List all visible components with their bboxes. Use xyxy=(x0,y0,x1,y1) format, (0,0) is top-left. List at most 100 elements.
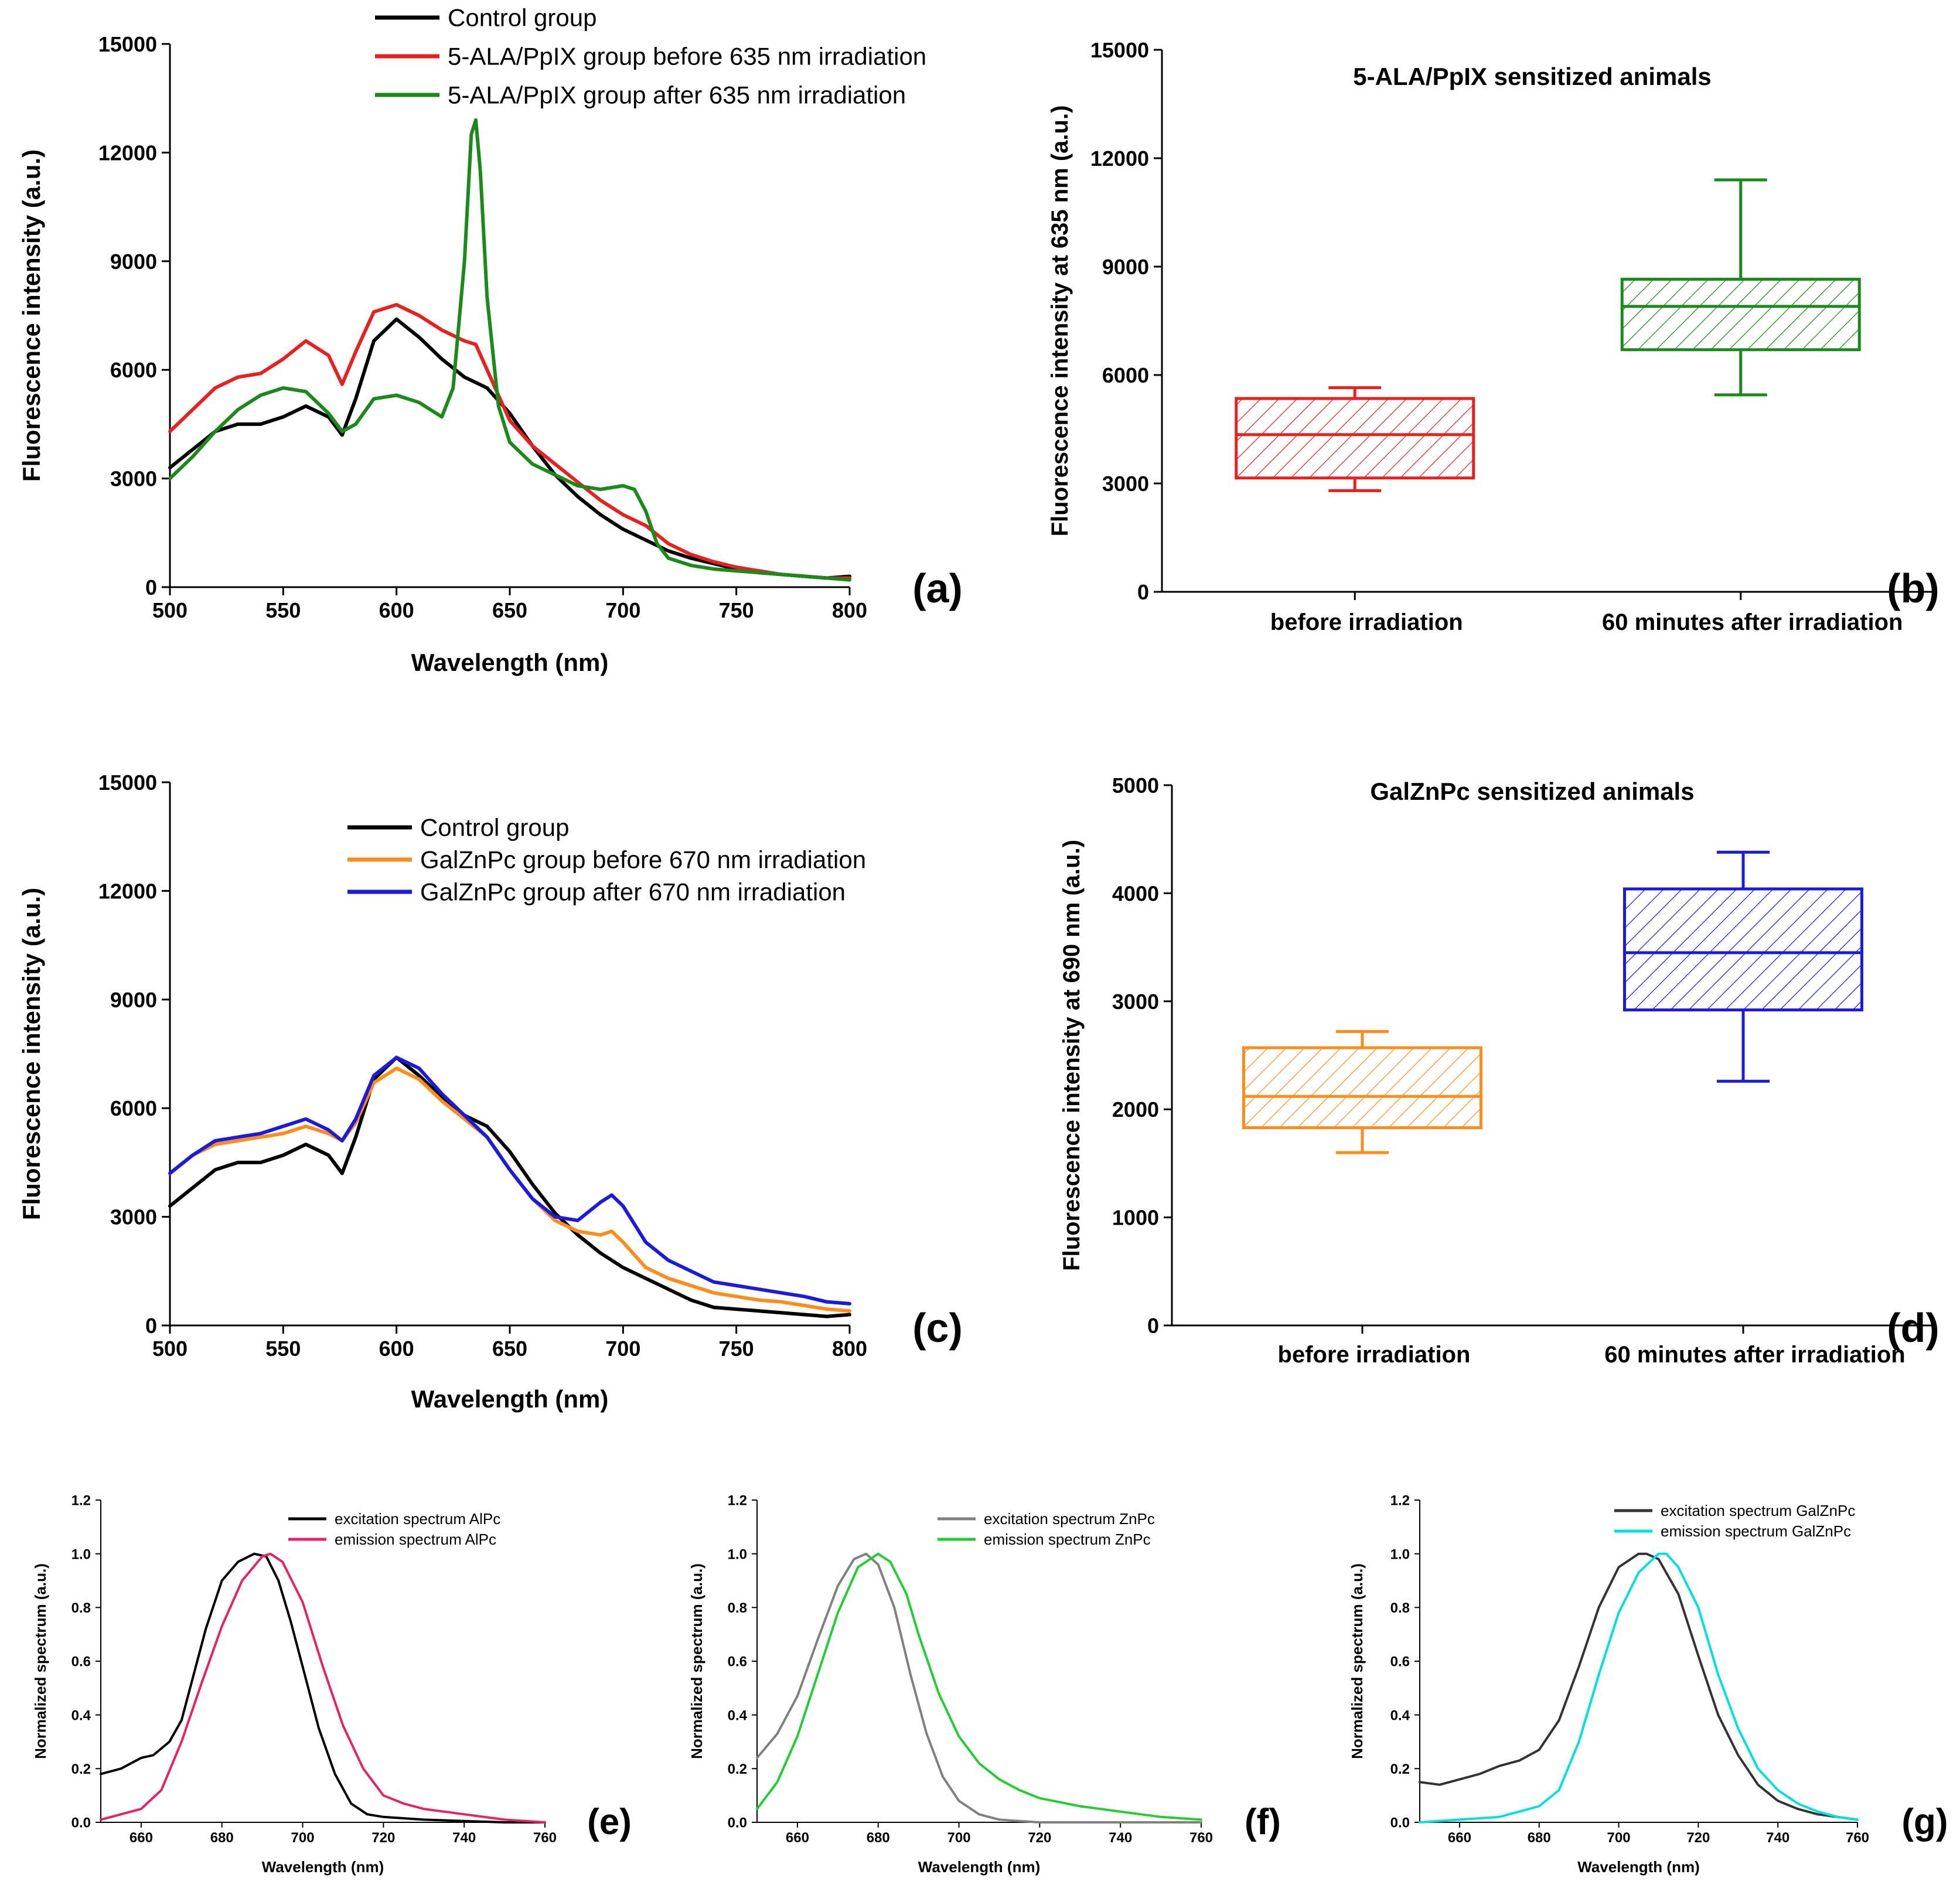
x-axis-label: Wavelength (nm) xyxy=(262,1858,384,1876)
x-tick-label: 600 xyxy=(379,598,414,622)
legend-entry: excitation spectrum ZnPc xyxy=(984,1510,1155,1528)
y-tick-label: 0.8 xyxy=(1390,1600,1410,1616)
y-tick-label: 0.0 xyxy=(1390,1815,1410,1831)
y-axis-label: Normalized spectrum (a.u.) xyxy=(32,1563,49,1759)
series-line-1 xyxy=(100,1552,546,1824)
y-tick-label: 1.2 xyxy=(71,1493,91,1509)
panel-label: (e) xyxy=(587,1802,632,1842)
legend-entry: Control group xyxy=(448,4,596,32)
legend-entry: 5-ALA/PpIX group after 635 nm irradiatio… xyxy=(448,81,906,109)
x-tick-label: 550 xyxy=(265,598,301,622)
x-tick-label: 740 xyxy=(1766,1830,1789,1846)
y-tick-label: 2000 xyxy=(1112,1098,1159,1122)
legend-entry: emission spectrum ZnPc xyxy=(984,1531,1151,1548)
y-tick-label: 0.2 xyxy=(728,1761,747,1777)
panel-b: 0 3000 6000 9000 12000 15000 Fluorescence inte… xyxy=(1047,38,1939,635)
y-tick-label: 12000 xyxy=(98,141,157,165)
y-tick-label: 1000 xyxy=(1112,1206,1159,1230)
y-tick-label: 0.4 xyxy=(71,1707,91,1723)
series-line-0 xyxy=(756,1552,1202,1824)
x-tick-label: 700 xyxy=(291,1830,315,1846)
y-tick-label: 9000 xyxy=(110,250,157,274)
y-tick-label: 0.6 xyxy=(71,1654,91,1670)
panel-d: 0 1000 2000 3000 4000 5000 Fluorescence intens… xyxy=(1059,773,1939,1368)
y-tick-label: 0.6 xyxy=(1390,1654,1410,1670)
legend-entry: GalZnPc group after 670 nm irradiation xyxy=(420,878,846,906)
series-line-2 xyxy=(168,118,851,582)
panel-a: 0 3000 6000 9000 12000 15000 Fluorescence inte… xyxy=(18,4,963,676)
series-line-0 xyxy=(100,1552,546,1824)
x-tick-label: 650 xyxy=(492,1337,527,1361)
x-tick-label: 700 xyxy=(605,598,640,622)
y-tick-label: 0.2 xyxy=(71,1761,91,1777)
box-iqr-0 xyxy=(1242,1046,1482,1130)
legend-entry: 5-ALA/PpIX group before 635 nm irradiati… xyxy=(448,43,926,70)
y-axis-label: Normalized spectrum (a.u.) xyxy=(1348,1563,1366,1759)
series-line-0 xyxy=(168,317,851,580)
box-iqr-0 xyxy=(1235,397,1475,480)
y-axis-label: Fluorescence intensity (a.u.) xyxy=(18,149,45,482)
y-tick-label: 12000 xyxy=(1090,146,1149,171)
panel-g: 0.0 0.2 0.4 0.6 0.8 1.0 1.2 Normalized spectrum… xyxy=(1348,1493,1948,1876)
panel-label: (c) xyxy=(912,1305,963,1351)
series-line-0 xyxy=(1419,1552,1859,1821)
x-tick-label: 720 xyxy=(371,1830,395,1846)
y-tick-label: 0 xyxy=(1137,580,1149,604)
x-tick-label: 500 xyxy=(152,1337,188,1361)
y-tick-label: 0.6 xyxy=(728,1654,747,1670)
panel-c: 0 3000 6000 9000 12000 15000 Fluorescence inte… xyxy=(18,771,963,1413)
chart-title: 5-ALA/PpIX sensitized animals xyxy=(1353,63,1712,90)
series-line-1 xyxy=(168,1066,851,1313)
y-tick-label: 6000 xyxy=(110,1096,157,1120)
x-tick-label: 700 xyxy=(947,1830,971,1846)
box-iqr-1 xyxy=(1620,278,1861,352)
y-tick-label: 4000 xyxy=(1112,881,1159,905)
x-tick-label: 500 xyxy=(152,598,188,622)
legend-entry: excitation spectrum GalZnPc xyxy=(1661,1502,1855,1519)
y-tick-label: 0 xyxy=(145,575,157,599)
x-tick-label: 680 xyxy=(1528,1830,1551,1846)
legend-entry: GalZnPc group before 670 nm irradiation xyxy=(420,846,866,874)
y-tick-label: 3000 xyxy=(110,467,157,491)
y-tick-label: 1.0 xyxy=(728,1546,747,1562)
series-line-1 xyxy=(756,1552,1202,1821)
y-axis-label: Fluorescence intensity at 690 nm (a.u.) xyxy=(1059,840,1085,1271)
x-tick-label: 760 xyxy=(1846,1830,1869,1846)
x-tick-label: 660 xyxy=(1448,1830,1471,1846)
series-line-0 xyxy=(168,1055,851,1318)
y-tick-label: 3000 xyxy=(110,1205,157,1229)
y-tick-label: 3000 xyxy=(1112,990,1159,1014)
y-tick-label: 0 xyxy=(145,1314,157,1338)
x-tick-label: 720 xyxy=(1686,1830,1710,1846)
y-tick-label: 3000 xyxy=(1102,472,1149,496)
x-tick-label: 720 xyxy=(1028,1830,1051,1846)
y-tick-label: 0.4 xyxy=(728,1707,748,1723)
y-tick-label: 0.8 xyxy=(728,1600,747,1616)
series-line-1 xyxy=(1419,1552,1859,1824)
y-tick-label: 1.2 xyxy=(728,1493,747,1509)
y-tick-label: 6000 xyxy=(1102,363,1149,387)
x-tick-label: 740 xyxy=(1109,1830,1132,1846)
x-tick-label: 800 xyxy=(832,1337,867,1361)
x-tick-label: 760 xyxy=(533,1830,557,1846)
y-tick-label: 6000 xyxy=(110,358,157,382)
legend-entry: emission spectrum AlPc xyxy=(335,1531,496,1548)
y-tick-label: 0.4 xyxy=(1390,1707,1410,1723)
category-label: before irradiation xyxy=(1278,1342,1471,1368)
y-tick-label: 0.0 xyxy=(728,1815,747,1831)
legend-entry: Control group xyxy=(420,814,569,841)
y-tick-label: 1.0 xyxy=(71,1546,91,1562)
y-tick-label: 0.0 xyxy=(71,1815,91,1831)
x-tick-label: 740 xyxy=(452,1830,476,1846)
panel-label: (d) xyxy=(1887,1305,1939,1351)
y-tick-label: 1.2 xyxy=(1390,1493,1410,1509)
y-tick-label: 15000 xyxy=(98,32,157,56)
x-axis-label: Wavelength (nm) xyxy=(411,1385,609,1413)
y-tick-label: 9000 xyxy=(110,988,157,1012)
x-tick-label: 680 xyxy=(867,1830,890,1846)
x-axis-label: Wavelength (nm) xyxy=(411,649,609,676)
x-tick-label: 660 xyxy=(786,1830,809,1846)
x-tick-label: 600 xyxy=(379,1337,414,1361)
series-line-2 xyxy=(168,1055,851,1306)
